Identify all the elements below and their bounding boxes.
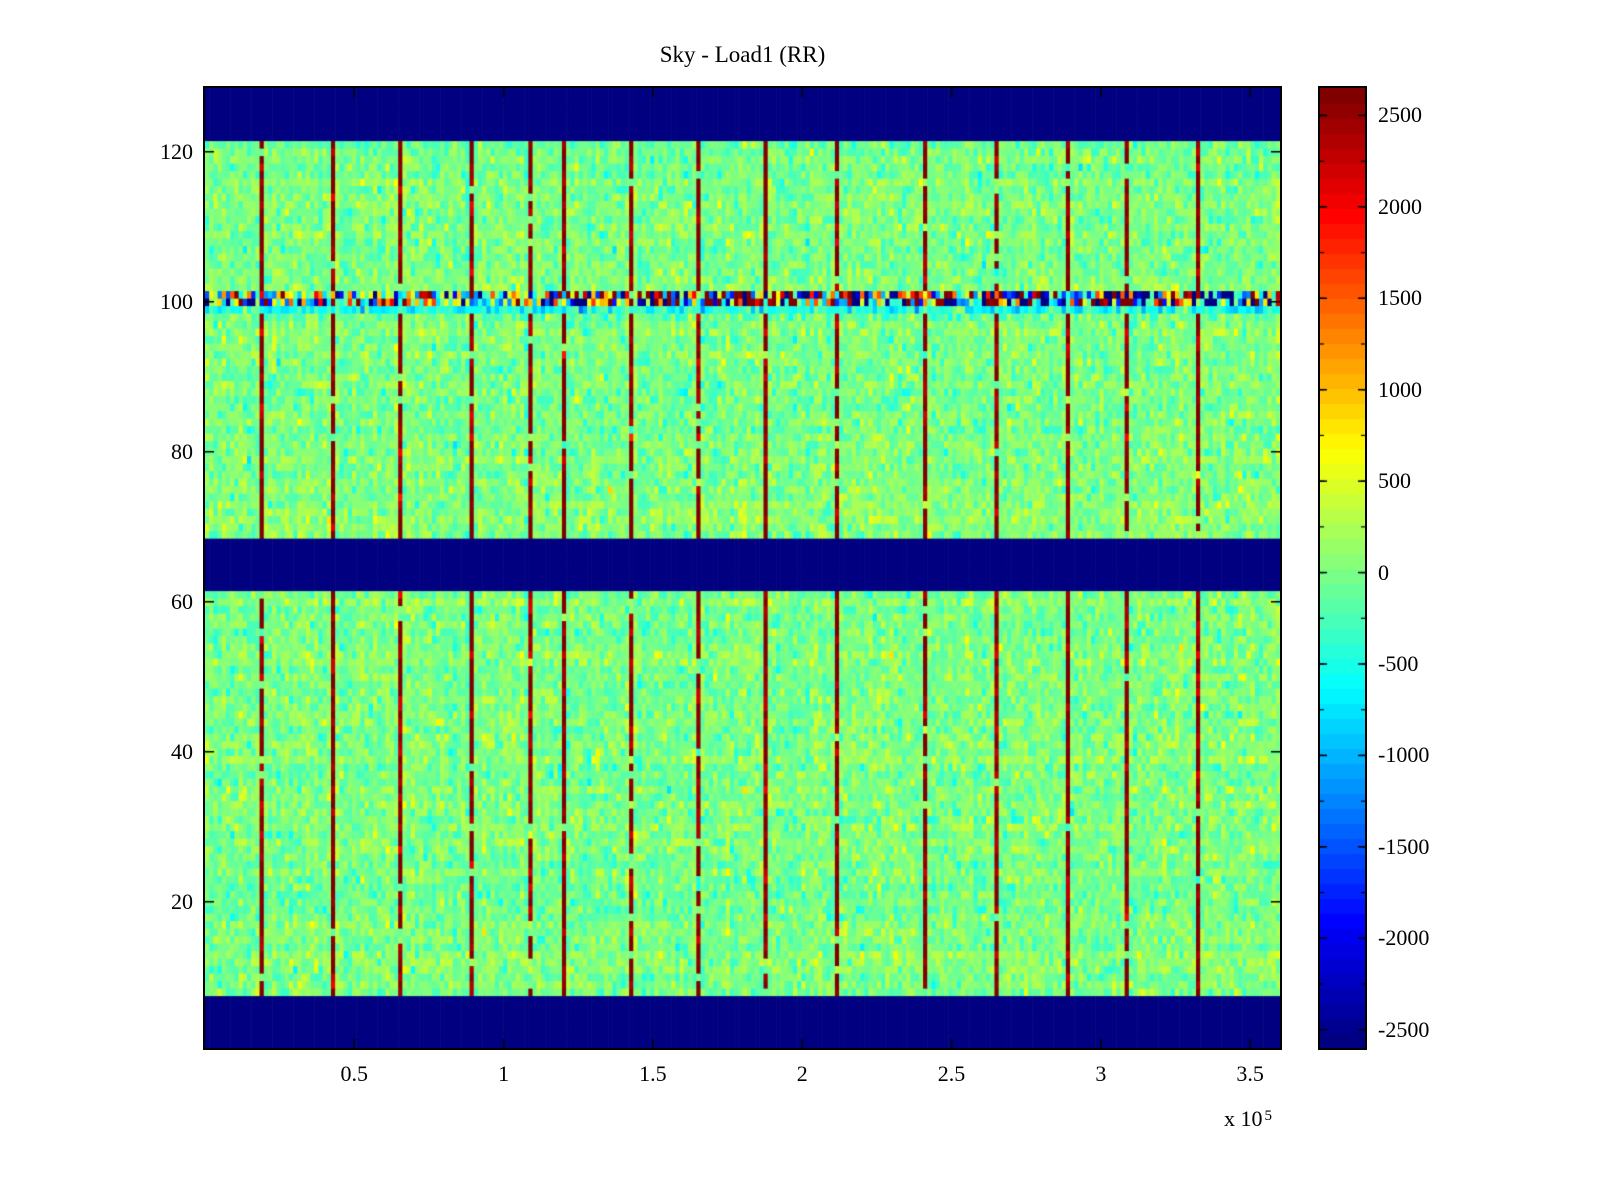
colorbar-tick-label: -1000 — [1378, 742, 1430, 768]
colorbar-tick-label: -2000 — [1378, 925, 1430, 951]
colorbar-tick-label: 500 — [1378, 468, 1411, 494]
x-axis-exponent-label: x 10 5 — [1224, 1106, 1272, 1132]
y-tick-label: 60 — [171, 588, 193, 614]
colorbar — [1318, 86, 1367, 1050]
x-tick-label: 3.5 — [1236, 1061, 1264, 1086]
heatmap-canvas — [205, 88, 1280, 1048]
exponent-power: 5 — [1264, 1108, 1273, 1124]
x-tick-label: 2 — [796, 1061, 808, 1086]
chart-title: Sky - Load1 (RR) — [659, 42, 826, 67]
colorbar-tick-label: -2500 — [1378, 1016, 1430, 1042]
colorbar-tick-label: 0 — [1378, 559, 1389, 585]
exponent-base: x 10 — [1224, 1106, 1263, 1131]
x-tick-label: 3 — [1095, 1061, 1107, 1086]
colorbar-tick-label: 2000 — [1378, 193, 1422, 219]
y-tick-label: 100 — [160, 288, 193, 314]
plot-area — [203, 86, 1282, 1050]
colorbar-canvas — [1320, 88, 1365, 1048]
colorbar-tick-label: 1000 — [1378, 376, 1422, 402]
colorbar-tick-label: 2500 — [1378, 102, 1422, 128]
y-tick-label: 120 — [160, 138, 193, 164]
colorbar-tick-label: -1500 — [1378, 833, 1430, 859]
y-tick-label: 20 — [171, 888, 193, 914]
colorbar-tick-label: 1500 — [1378, 285, 1422, 311]
x-tick-label: 1 — [498, 1061, 510, 1086]
y-tick-label: 40 — [171, 738, 193, 764]
x-tick-label: 1.5 — [639, 1061, 667, 1086]
x-tick-label: 2.5 — [937, 1061, 966, 1086]
x-tick-label: 0.5 — [340, 1061, 369, 1086]
colorbar-tick-label: -500 — [1378, 651, 1419, 676]
y-tick-label: 80 — [171, 438, 193, 464]
